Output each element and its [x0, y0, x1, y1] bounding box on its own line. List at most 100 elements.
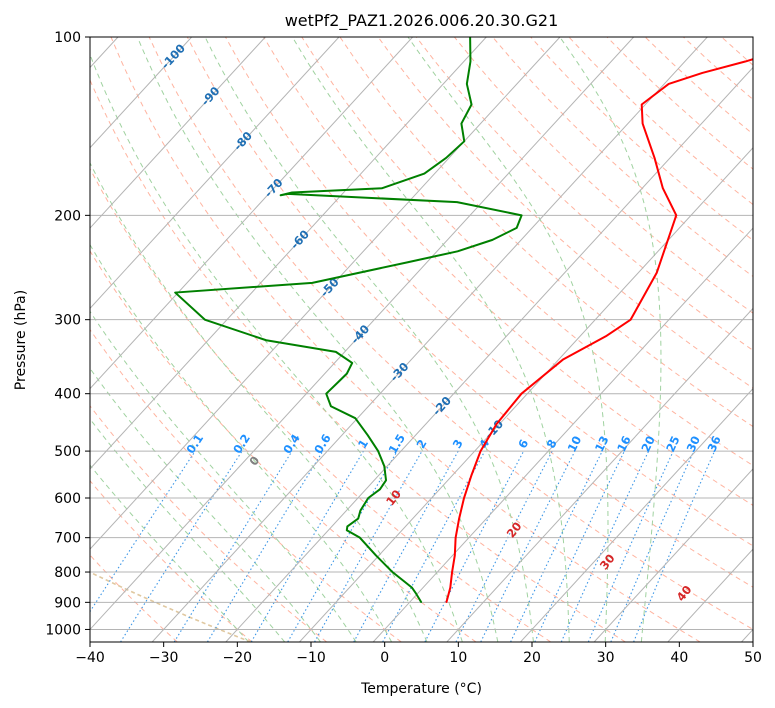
x-tick-label-7: 30	[597, 650, 615, 666]
mixing-ratio-line-12	[510, 450, 603, 642]
dewpoint-point-11	[379, 488, 381, 490]
dewpoint-point-38	[445, 157, 447, 159]
dewpoint-point-14	[377, 450, 379, 452]
temperature-point-19	[641, 103, 643, 106]
y-tick-label-7: 300	[54, 313, 81, 329]
mixing-ratio-label-9: 6	[515, 437, 531, 451]
y-axis-label: Pressure (hPa)	[13, 290, 29, 390]
temperature-point-7	[470, 475, 472, 477]
x-tick-label-4: 0	[380, 650, 389, 666]
dewpoint-point-27	[407, 261, 409, 263]
dry-adiabat-line-8	[148, 37, 753, 631]
plot-area: 0.1 0.2 0.4 0.6 1 1.5 2 3 4 6 8 10 13 16 20 25 30 36-100-…	[90, 37, 753, 642]
dewpoint-point-16	[354, 417, 356, 419]
moist-adiabat-line-9	[291, 37, 570, 642]
mixing-ratio-line-16	[610, 450, 695, 642]
moist-adiabat-line-1	[90, 418, 286, 642]
moist-adiabat-line-8	[204, 37, 534, 642]
x-tick-label-6: 20	[523, 650, 541, 666]
mixing-ratio-label-1: 0.2	[230, 431, 253, 456]
mixing-ratio-label-14: 20	[638, 434, 658, 454]
dry-adiabat-line-10	[225, 37, 753, 547]
dewpoint-point-12	[385, 479, 387, 481]
isotherm-line	[299, 147, 753, 642]
moist-adiabat-label-1: 10	[383, 487, 404, 508]
mixing-ratio-label-12: 13	[592, 434, 612, 455]
isotherm-line	[90, 37, 561, 550]
x-tick-label-9: 50	[744, 650, 762, 666]
mixing-ratio-line-14	[560, 450, 650, 642]
dry-adiabat-line-1	[90, 480, 253, 642]
mixing-ratio-line-9	[424, 450, 525, 642]
temperature-point-6	[463, 497, 465, 499]
dewpoint-point-6	[346, 529, 348, 531]
dewpoint-point-25	[174, 291, 176, 294]
y-tick-label-6: 400	[54, 387, 81, 403]
dry-adiabat-line-3	[90, 328, 402, 642]
x-tick-label-3: −10	[296, 650, 326, 666]
theta-e-curve-line	[90, 571, 252, 642]
isotherm-line	[225, 66, 753, 642]
moist-adiabat-label-0: 0	[246, 453, 262, 468]
mixing-ratio-line-0	[90, 450, 196, 613]
mixing-ratio-line-3	[206, 450, 324, 642]
plot-frame	[89, 36, 754, 643]
mixing-ratio-line-4	[250, 450, 364, 642]
isotherm-line	[520, 387, 753, 642]
isotherm-line	[90, 37, 487, 470]
moist-adiabat-line-11	[559, 37, 662, 642]
temperature-point-15	[675, 214, 677, 216]
dry-adiabat-line-13	[339, 37, 753, 428]
mixing-ratio-line-1	[120, 450, 243, 642]
temperature-point-17	[653, 157, 656, 159]
isotherm-line	[741, 628, 753, 642]
dewpoint-point-20	[346, 373, 348, 375]
moist-adiabat-line-3	[90, 310, 357, 642]
dewpoint-point-0	[420, 601, 422, 603]
mixing-ratio-label-6: 2	[414, 437, 430, 451]
moist-adiabats	[90, 37, 662, 642]
dewpoint-point-31	[520, 214, 523, 216]
dewpoint-point-18	[325, 393, 327, 395]
x-tick-label-1: −30	[149, 650, 179, 666]
dewpoint-point-9	[359, 509, 362, 512]
dewpoint-point-19	[339, 379, 341, 382]
isobars	[90, 37, 753, 630]
dry-adiabat-line-17	[492, 37, 753, 278]
isotherm-line	[667, 548, 753, 642]
dry-adiabat-line-4	[90, 250, 477, 642]
moist-adiabat-line-2	[90, 367, 321, 642]
dewpoint-point-32	[456, 201, 458, 203]
mixing-ratio-line-11	[480, 450, 576, 642]
temperature-point-10	[520, 393, 523, 395]
y-tick-label-2: 800	[54, 565, 81, 581]
mixing-ratio-label-2: 0.4	[280, 431, 303, 456]
isotherm-line	[90, 37, 414, 390]
dry-adiabat-line-21	[644, 37, 753, 135]
mixing-ratio-line-10	[455, 450, 553, 642]
dewpoint-point-41	[470, 103, 473, 106]
isotherm-line	[90, 37, 266, 229]
dry-adiabat-line-9	[186, 37, 753, 588]
moist-adiabat-line-6	[90, 53, 463, 642]
dewpoint-point-10	[367, 497, 369, 499]
mixing-ratio-line-13	[534, 450, 625, 642]
temperature-point-22	[744, 60, 746, 63]
dry-adiabat-line-20	[606, 37, 753, 170]
temperature-point-0	[445, 601, 447, 603]
dry-adiabat-line-5	[90, 167, 552, 642]
dry-adiabat-line-14	[377, 37, 753, 389]
dewpoint-point-15	[367, 434, 369, 436]
dewpoint-point-28	[457, 250, 459, 252]
mixing-ratio-label-0: 0.1	[183, 431, 206, 456]
dry-adiabat-line-18	[530, 37, 753, 241]
temperature-point-9	[495, 423, 498, 425]
mixing-ratio-line-8	[382, 450, 486, 642]
mixing-ratio-label-11: 10	[565, 434, 585, 455]
moist-adiabat-line-4	[90, 243, 393, 642]
dewpoint-point-30	[516, 227, 518, 229]
dewpoint-point-36	[381, 187, 383, 189]
mixing-ratio-label-17: 36	[704, 434, 723, 454]
x-axis-ticks: −40 −30 −20 −10 0 10 20 30 40 50	[75, 642, 762, 666]
